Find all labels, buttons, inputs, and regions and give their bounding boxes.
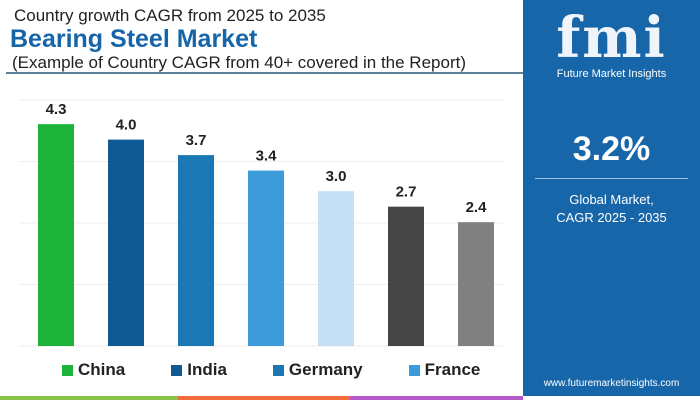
bar	[248, 170, 284, 346]
website-link[interactable]: www.futuremarketinsights.com	[543, 378, 680, 389]
legend-item-china: China	[62, 360, 125, 380]
data-label: 3.7	[186, 132, 207, 149]
legend-swatch	[62, 364, 73, 376]
divider	[6, 72, 526, 74]
legend-item-france: France	[408, 360, 481, 380]
chart-note: (Example of Country CAGR from 40+ covere…	[12, 53, 466, 72]
bottom-strip	[0, 396, 178, 400]
panel-divider	[535, 178, 688, 179]
bottom-strip	[178, 396, 350, 400]
legend: China India Germany France	[62, 360, 480, 380]
legend-label: Germany	[288, 360, 363, 379]
legend-label: France	[424, 360, 481, 379]
data-label: 2.4	[466, 199, 488, 216]
data-label: 3.0	[326, 168, 347, 185]
bottom-strip	[350, 396, 523, 400]
caption-line: Global Market,	[569, 192, 654, 207]
bar	[318, 191, 354, 346]
bar	[458, 222, 494, 346]
bar	[388, 206, 424, 346]
chart-subtitle: Country growth CAGR from 2025 to 2035	[14, 6, 326, 25]
data-label: 4.0	[116, 117, 137, 134]
logo-subtitle: Future Market Insights	[556, 68, 667, 80]
legend-item-india: India	[171, 360, 227, 380]
legend-swatch	[408, 364, 420, 376]
summary-panel: fmi Future Market Insights 3.2% Global M…	[523, 0, 700, 396]
legend-label: India	[187, 360, 227, 379]
legend-item-germany: Germany	[272, 360, 363, 380]
data-label: 2.7	[396, 184, 417, 201]
data-label: 4.3	[46, 101, 67, 118]
legend-swatch	[171, 364, 183, 376]
global-cagr-caption: Global Market, CAGR 2025 - 2035	[523, 191, 700, 227]
bar	[108, 139, 144, 346]
legend-swatch	[272, 364, 284, 376]
chart-title: Bearing Steel Market	[10, 25, 258, 53]
fmi-logo: fmi	[556, 5, 667, 71]
bar	[178, 155, 214, 346]
data-label: 3.4	[256, 148, 278, 165]
legend-label: China	[78, 360, 126, 379]
bar-chart: 4.3 4.0 3.7 3.4 3.0 2.7 2.4	[20, 99, 505, 347]
bar	[38, 124, 74, 346]
caption-line: CAGR 2025 - 2035	[556, 210, 667, 225]
global-cagr-value: 3.2%	[572, 130, 651, 168]
